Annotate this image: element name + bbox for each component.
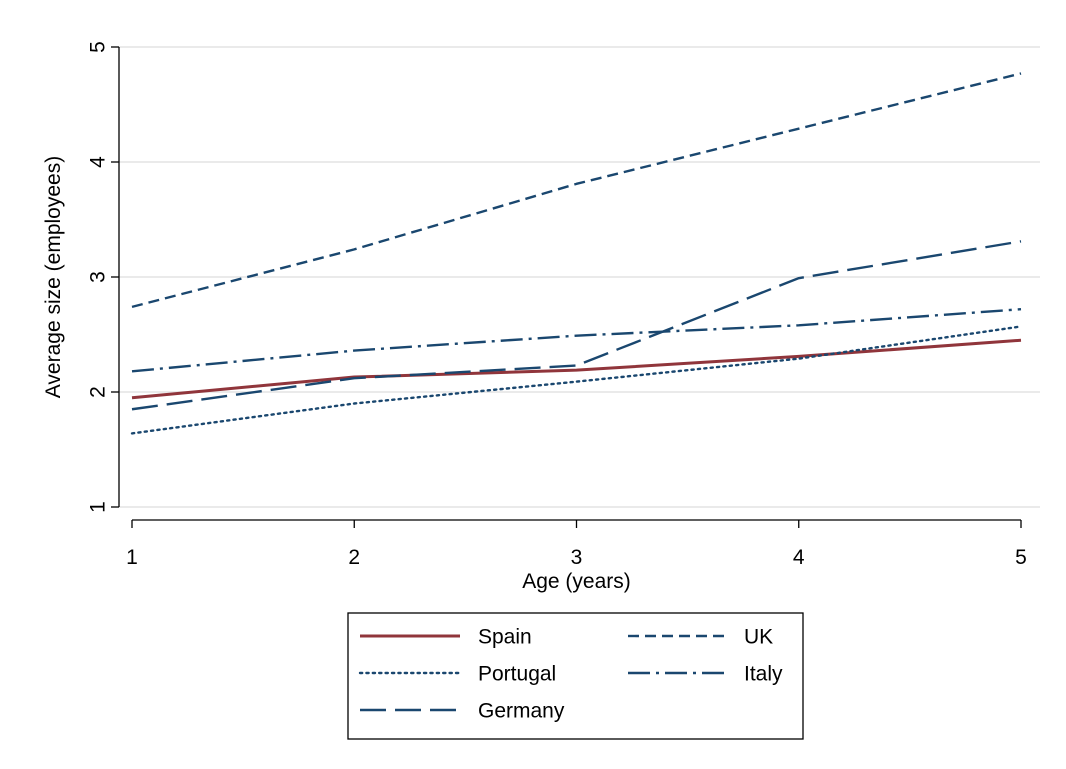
x-tick-label: 3 [571, 546, 583, 569]
x-tick-label: 4 [793, 546, 805, 569]
x-tick-label: 5 [1015, 546, 1027, 569]
y-tick-label: 1 [86, 501, 109, 513]
series-line-spain [131, 338, 1022, 400]
series-lines [130, 72, 1023, 435]
series-line-uk [131, 72, 1022, 309]
x-axis-title: Age (years) [522, 570, 631, 593]
y-tick-label: 5 [86, 41, 109, 53]
y-axis-title: Average size (employees) [42, 156, 65, 398]
x-tick-label: 2 [348, 546, 360, 569]
y-tick-label: 3 [86, 271, 109, 283]
legend-label-uk: UK [744, 626, 773, 649]
legend-label-italy: Italy [744, 663, 783, 686]
series-line-portugal [130, 325, 1023, 435]
legend-box [347, 612, 804, 740]
y-gridlines [119, 46, 1040, 508]
legend-label-germany: Germany [478, 700, 565, 723]
x-axis: 1 2 3 4 5 [126, 519, 1027, 569]
legend-label-portugal: Portugal [478, 663, 556, 686]
series-line-italy [131, 308, 1022, 373]
y-axis: 1 2 3 4 5 [86, 41, 120, 513]
y-tick-label: 2 [86, 386, 109, 398]
legend-label-spain: Spain [478, 626, 532, 649]
x-tick-label: 1 [126, 546, 138, 569]
y-tick-label: 4 [86, 156, 109, 168]
legend: Spain UK Portugal Italy Germany [347, 612, 804, 740]
series-line-germany [131, 240, 1022, 411]
